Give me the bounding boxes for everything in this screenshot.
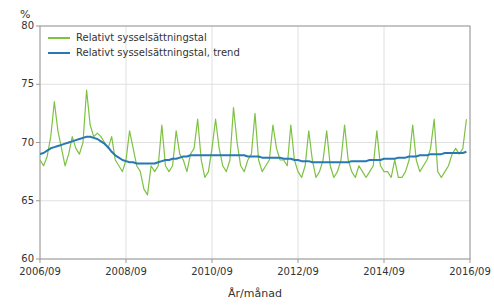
legend-item: Relativt sysselsättningstal (48, 32, 207, 43)
legend-swatch (48, 52, 70, 54)
y-tick (36, 200, 40, 201)
legend-label: Relativt sysselsättningstal, trend (76, 47, 240, 58)
x-tick (126, 259, 127, 263)
x-tick-label: 2012/09 (277, 266, 319, 277)
y-tick-label: 80 (21, 20, 34, 31)
grid (40, 26, 470, 259)
x-tick-label: 2006/09 (19, 266, 61, 277)
y-axis-label: % (20, 8, 30, 21)
plot-frame (40, 26, 470, 259)
y-tick (36, 142, 40, 143)
legend-label: Relativt sysselsättningstal (76, 32, 207, 43)
y-grid-line (40, 200, 470, 201)
legend: Relativt sysselsättningstal Relativt syss… (48, 32, 240, 58)
axes: 60 65 70 75 80 2006/09 2008/09 2010/09 2012/09 20… (19, 20, 491, 277)
y-tick-label: 70 (21, 137, 34, 148)
y-tick-label: 75 (21, 78, 34, 89)
x-tick (470, 259, 471, 263)
series-line (40, 137, 466, 164)
x-grid-line (298, 26, 299, 259)
legend-swatch (48, 37, 70, 39)
y-tick-label: 60 (21, 253, 34, 264)
x-tick (212, 259, 213, 263)
series-line (40, 90, 466, 195)
x-axis-label: År/månad (228, 287, 282, 300)
legend-item: Relativt sysselsättningstal, trend (48, 47, 240, 58)
x-tick-label: 2010/09 (191, 266, 233, 277)
x-grid-line (126, 26, 127, 259)
x-tick (384, 259, 385, 263)
x-tick-label: 2008/09 (105, 266, 147, 277)
y-tick (36, 259, 40, 260)
x-tick (298, 259, 299, 263)
y-grid-line (40, 84, 470, 85)
y-tick-label: 65 (21, 195, 34, 206)
y-tick (36, 84, 40, 85)
x-grid-line (384, 26, 385, 259)
x-tick-label: 2014/09 (363, 266, 405, 277)
x-tick-label: 2016/09 (449, 266, 491, 277)
chart: 60 65 70 75 80 2006/09 2008/09 2010/09 2012/09 20… (0, 0, 494, 305)
x-tick (40, 259, 41, 263)
series-group (40, 90, 466, 195)
y-tick (36, 26, 40, 27)
